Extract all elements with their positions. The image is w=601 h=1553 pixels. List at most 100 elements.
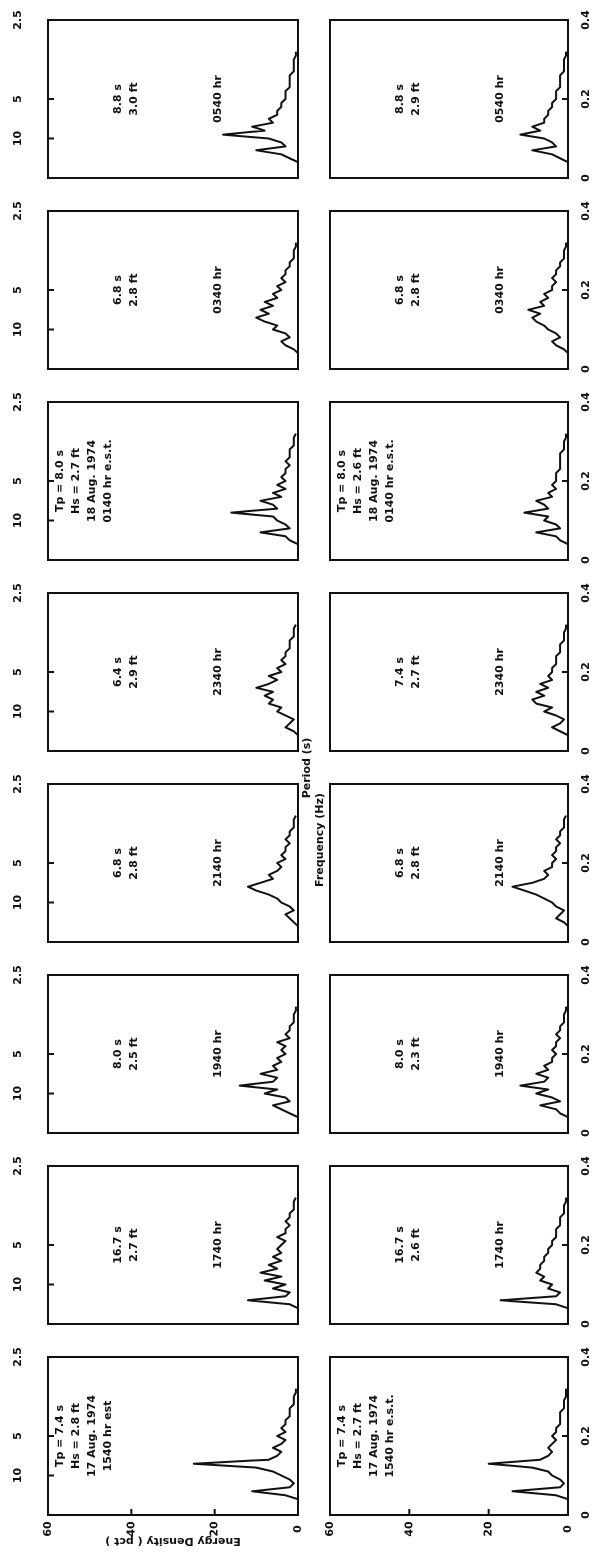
period-tick-label: 5 [11,1050,24,1058]
panel-annotation: Hs = 2.7 ft [69,448,82,514]
panel-annotation: 2340 hr [493,648,506,696]
panel-annotation: 2.5 ft [127,1037,140,1070]
panel-frame [329,974,569,1134]
period-tick-label: 10 [11,895,24,911]
frequency-tick-label: 0 [579,938,592,946]
panel-annotation: 2.9 ft [409,82,422,115]
panel-annotation: Tp = 8.0 s [335,449,348,512]
frequency-tick-label: 0 [579,1129,592,1137]
panel-annotation: Tp = 7.4 s [335,1404,348,1467]
spectrum-line [519,1006,569,1119]
spectrum-line [511,815,569,927]
panel-annotation: 2140 hr [211,839,224,887]
spectrum-line [255,242,299,354]
panel-annotation: 6.8 s [393,848,406,878]
panel-annotation: 6.8 s [393,275,406,305]
spectrum-line [527,242,569,354]
panel-frame [47,1165,299,1325]
panel-annotation: 2140 hr [493,839,506,887]
period-tick-label: 5 [11,95,24,103]
period-tick-label: 10 [11,1086,24,1102]
period-tick-label: 2.5 [11,1347,24,1367]
spectrum-line [523,433,569,546]
frequency-tick-label: 0.4 [579,392,592,412]
panel-annotation: Tp = 7.4 s [53,1404,66,1467]
panel-frame [329,401,569,561]
frequency-tick-label: 0 [579,747,592,755]
period-tick-label: 10 [11,513,24,529]
period-tick-label: 2.5 [11,392,24,412]
panel-annotation: 2.6 ft [409,1228,422,1261]
panel-frame [329,19,569,179]
panel-annotation: 6.8 s [111,275,124,305]
frequency-tick-label: 0.2 [579,1044,592,1064]
spectrum-line [531,624,569,737]
panel-annotation: Hs = 2.6 ft [351,448,364,514]
period-tick-label: 10 [11,131,24,147]
panel-annotation: 1940 hr [493,1030,506,1078]
frequency-tick-label: 0 [579,174,592,182]
spectrum-line [238,1006,299,1119]
period-tick-label: 10 [11,1468,24,1484]
frequency-tick-label: 0.4 [579,583,592,603]
energy-tick-label: 20 [208,1521,221,1537]
panel-annotation: 2.8 ft [127,273,140,306]
panel-frame [329,592,569,752]
frequency-tick-label: 0 [579,556,592,564]
panel-annotation: 0540 hr [211,75,224,123]
panel-frame [329,210,569,370]
panel-annotation: 6.4 s [111,657,124,687]
panel-annotation: 1940 hr [211,1030,224,1078]
period-tick-label: 2.5 [11,10,24,30]
panel-frame [329,783,569,943]
frequency-tick-label: 0.4 [579,965,592,985]
frequency-tick-label: 0.2 [579,662,592,682]
energy-axis-label: Energy Density ( pct ) [105,1535,240,1548]
period-tick-label: 2.5 [11,201,24,221]
panel-annotation: 0140 hr e.s.t. [101,439,114,522]
period-tick-label: 5 [11,859,24,867]
panel-annotation: 16.7 s [393,1226,406,1264]
panel-annotation: 2.7 ft [409,655,422,688]
spectrum-line [192,1388,299,1501]
panel-frame [47,210,299,370]
frequency-tick-label: 0.4 [579,774,592,794]
frequency-tick-label: 0 [579,1511,592,1519]
period-tick-label: 2.5 [11,1156,24,1176]
energy-tick-label: 40 [124,1521,137,1537]
panel-frame [47,974,299,1134]
panel-annotation: 18 Aug. 1974 [367,440,380,522]
panel-annotation: 0340 hr [493,266,506,314]
frequency-tick-label: 0.2 [579,89,592,109]
energy-tick-label: 0 [291,1525,304,1533]
panel-annotation: Tp = 8.0 s [53,449,66,512]
panel-annotation: 0340 hr [211,266,224,314]
period-tick-label: 5 [11,1241,24,1249]
frequency-tick-label: 0.4 [579,201,592,221]
panel-annotation: 16.7 s [111,1226,124,1264]
spectrum-line [487,1388,569,1501]
period-tick-label: 10 [11,322,24,338]
spectrum-line [230,433,299,546]
panel-annotation: 7.4 s [393,657,406,687]
frequency-tick-label: 0.4 [579,10,592,30]
period-tick-label: 2.5 [11,774,24,794]
frequency-tick-label: 0.4 [579,1347,592,1367]
frequency-tick-label: 0 [579,365,592,373]
period-tick-label: 5 [11,286,24,294]
panel-annotation: 1540 hr est [101,1401,114,1472]
panel-frame [47,783,299,943]
period-tick-label: 2.5 [11,965,24,985]
frequency-tick-label: 0 [579,1320,592,1328]
energy-tick-label: 40 [402,1521,415,1537]
frequency-tick-label: 0.2 [579,853,592,873]
period-tick-label: 5 [11,1432,24,1440]
spectrum-line [247,815,299,927]
panel-annotation: 8.8 s [393,84,406,114]
panel-annotation: 8.0 s [111,1039,124,1069]
panel-frame [329,1356,569,1516]
panel-annotation: 3.0 ft [127,82,140,115]
panel-annotation: 2.9 ft [127,655,140,688]
energy-tick-label: 60 [323,1521,336,1537]
